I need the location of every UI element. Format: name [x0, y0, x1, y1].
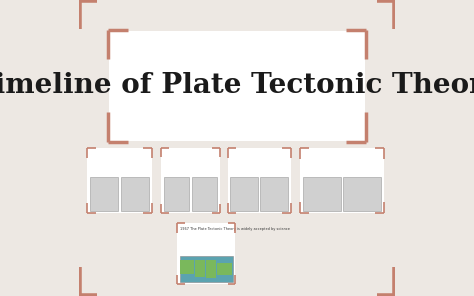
Text: Timeline of Plate Tectonic Theory: Timeline of Plate Tectonic Theory — [0, 72, 474, 99]
Bar — [161, 148, 219, 213]
Bar — [109, 31, 365, 141]
Bar — [302, 177, 341, 211]
Bar — [300, 148, 383, 213]
Bar — [121, 177, 149, 211]
Bar — [195, 260, 205, 277]
Bar — [217, 263, 231, 275]
Bar — [177, 223, 236, 284]
Bar — [228, 148, 291, 213]
Bar — [230, 177, 258, 211]
Bar — [343, 177, 381, 211]
Bar — [191, 177, 217, 211]
Bar — [260, 177, 288, 211]
Text: 1967 The Plate Tectonic Theory is widely accepted by science: 1967 The Plate Tectonic Theory is widely… — [180, 227, 290, 231]
Bar — [180, 256, 233, 282]
Bar — [164, 177, 189, 211]
Bar — [87, 148, 152, 213]
Bar — [90, 177, 118, 211]
Bar — [181, 260, 193, 274]
Bar — [206, 260, 216, 278]
